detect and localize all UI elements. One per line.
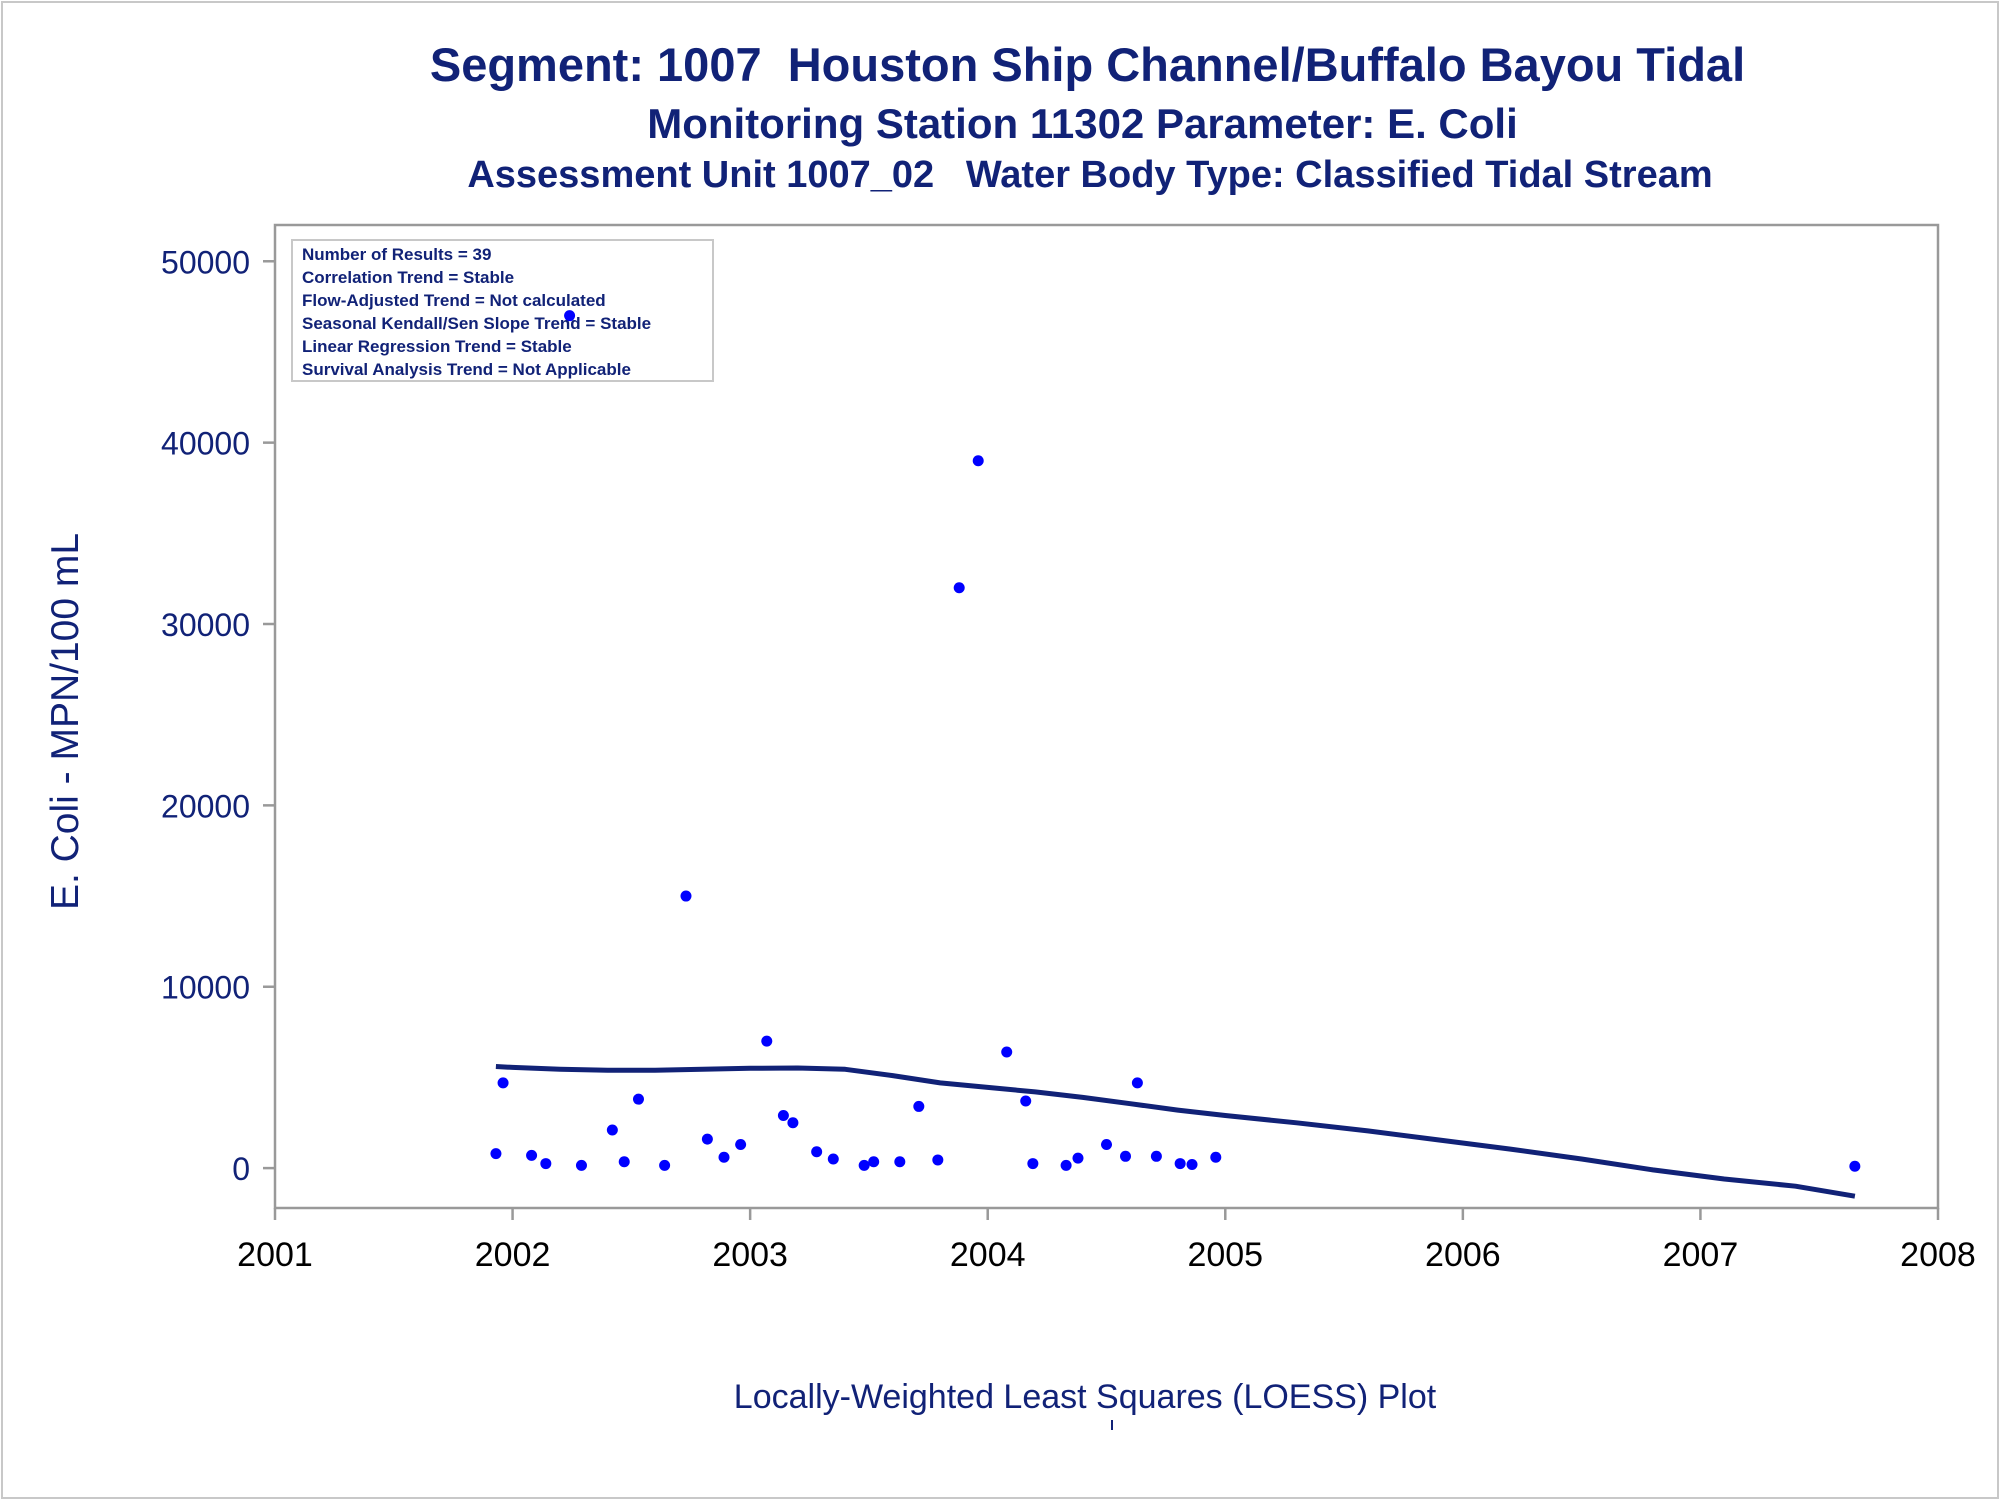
data-point bbox=[1020, 1095, 1032, 1107]
chart-footnote: Locally-Weighted Least Squares (LOESS) P… bbox=[733, 1378, 1437, 1416]
data-point bbox=[1150, 1150, 1162, 1162]
data-point bbox=[913, 1100, 925, 1112]
y-tick-label: 50000 bbox=[161, 244, 250, 280]
data-point bbox=[1101, 1139, 1112, 1151]
stats-box-line: Seasonal Kendall/Sen Slope Trend = Stabl… bbox=[302, 314, 651, 333]
data-point bbox=[540, 1158, 552, 1170]
stats-box-line: Number of Results = 39 bbox=[302, 245, 491, 264]
y-tick-label: 10000 bbox=[161, 970, 250, 1006]
data-point bbox=[953, 582, 965, 594]
data-point bbox=[1072, 1152, 1084, 1164]
data-point bbox=[858, 1159, 870, 1171]
x-tick-label: 2002 bbox=[475, 1236, 551, 1274]
data-point bbox=[827, 1153, 839, 1165]
x-tick-label: 2008 bbox=[1900, 1236, 1976, 1274]
data-point bbox=[680, 890, 692, 902]
data-point bbox=[777, 1110, 789, 1122]
data-point bbox=[718, 1151, 730, 1163]
y-axis-label: E. Coli - MPN/100 mL bbox=[44, 533, 87, 910]
data-point bbox=[497, 1077, 509, 1089]
data-point bbox=[564, 310, 576, 322]
data-point bbox=[632, 1093, 644, 1105]
data-point bbox=[868, 1156, 880, 1168]
data-point bbox=[659, 1159, 671, 1171]
x-tick-label: 2001 bbox=[237, 1236, 313, 1274]
y-tick-label: 40000 bbox=[161, 426, 250, 462]
footnote-mark bbox=[1111, 1420, 1113, 1430]
stats-box-line: Survival Analysis Trend = Not Applicable bbox=[302, 360, 631, 379]
chart-subtitle-1: Monitoring Station 11302 Parameter: E. C… bbox=[647, 100, 1518, 147]
data-point bbox=[1131, 1077, 1143, 1089]
data-point bbox=[1001, 1046, 1013, 1058]
data-point bbox=[1186, 1158, 1198, 1170]
y-tick-label: 30000 bbox=[161, 607, 250, 643]
x-tick-label: 2003 bbox=[712, 1236, 788, 1274]
plot-area-border bbox=[273, 223, 1940, 1210]
data-point bbox=[894, 1156, 906, 1168]
data-point bbox=[618, 1156, 630, 1168]
data-point bbox=[701, 1133, 713, 1145]
stats-box-line: Correlation Trend = Stable bbox=[302, 268, 514, 287]
x-tick-label: 2007 bbox=[1663, 1236, 1739, 1274]
data-point bbox=[1027, 1158, 1039, 1170]
data-point bbox=[490, 1148, 502, 1160]
data-point bbox=[1120, 1150, 1132, 1162]
loess-trend-line bbox=[495, 1064, 1856, 1199]
x-tick-label: 2006 bbox=[1425, 1236, 1501, 1274]
data-point bbox=[761, 1035, 773, 1047]
x-tick-label: 2004 bbox=[950, 1236, 1026, 1274]
data-point bbox=[932, 1154, 944, 1166]
data-point bbox=[575, 1159, 587, 1171]
data-point bbox=[1174, 1158, 1186, 1170]
chart-subtitle-2: Assessment Unit 1007_02 Water Body Type:… bbox=[467, 154, 1713, 196]
stats-box-line: Linear Regression Trend = Stable bbox=[302, 337, 572, 356]
x-tick-label: 2005 bbox=[1187, 1236, 1263, 1274]
data-point bbox=[1060, 1159, 1072, 1171]
data-point bbox=[1849, 1160, 1861, 1172]
data-point bbox=[1210, 1151, 1222, 1163]
y-tick-label: 0 bbox=[232, 1151, 250, 1187]
stats-box bbox=[291, 239, 714, 382]
data-point bbox=[787, 1117, 799, 1129]
y-tick-label: 20000 bbox=[161, 788, 250, 824]
data-point bbox=[606, 1124, 618, 1136]
stats-box-line: Flow-Adjusted Trend = Not calculated bbox=[302, 291, 606, 310]
data-point bbox=[526, 1149, 538, 1161]
data-point bbox=[811, 1146, 823, 1158]
data-point bbox=[972, 455, 984, 467]
chart-title: Segment: 1007 Houston Ship Channel/Buffa… bbox=[429, 38, 1746, 91]
data-point bbox=[735, 1139, 747, 1151]
